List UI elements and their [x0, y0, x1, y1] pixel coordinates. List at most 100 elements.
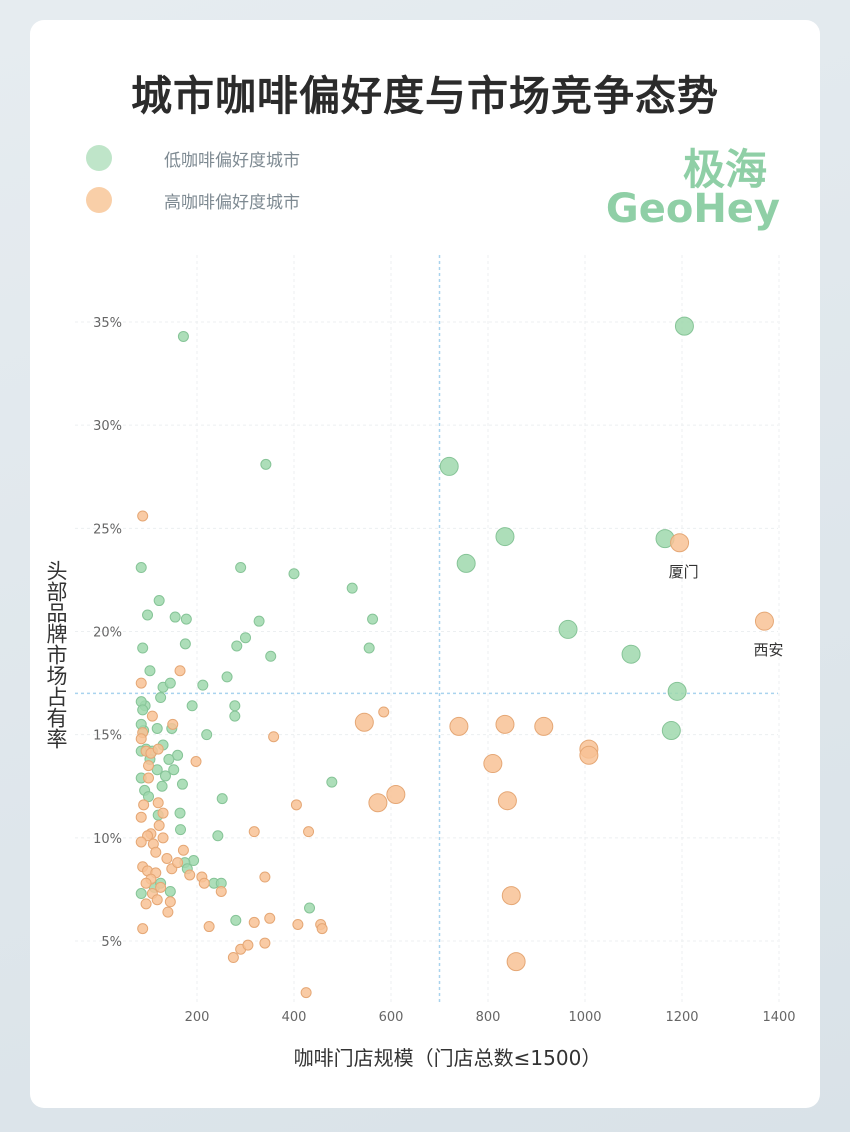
high-preference-point	[174, 665, 186, 677]
high-preference-point	[264, 912, 276, 924]
high-preference-point	[670, 533, 690, 553]
legend-item-low: 低咖啡偏好度城市	[86, 143, 300, 173]
low-preference-point	[164, 677, 176, 689]
high-preference-point	[198, 877, 210, 889]
low-preference-point	[186, 700, 198, 712]
low-preference-point	[253, 615, 265, 627]
high-preference-point	[135, 836, 147, 848]
high-preference-point	[138, 799, 150, 811]
low-preference-point	[661, 721, 681, 741]
high-preference-point	[167, 718, 179, 730]
brand-logo-cn: 极海	[682, 145, 767, 194]
y-tick-label: 10%	[93, 832, 122, 847]
x-tick-label: 200	[185, 1010, 210, 1025]
low-preference-point	[137, 704, 149, 716]
low-preference-point	[174, 807, 186, 819]
low-preference-point	[367, 613, 379, 625]
high-preference-point	[137, 923, 149, 935]
low-preference-point	[135, 888, 147, 900]
x-tick-label: 400	[282, 1010, 307, 1025]
high-preference-point	[150, 846, 162, 858]
low-preference-point	[240, 632, 251, 644]
x-tick-label: 600	[379, 1010, 404, 1025]
high-preference-point	[215, 885, 227, 897]
low-preference-point	[179, 638, 191, 650]
high-preference-point	[248, 826, 260, 838]
legend-label-high: 高咖啡偏好度城市	[164, 192, 300, 213]
low-preference-point	[172, 749, 184, 761]
high-preference-point	[227, 952, 239, 964]
high-preference-point	[378, 706, 390, 718]
low-preference-point	[667, 681, 687, 701]
low-preference-point	[326, 776, 338, 788]
high-preference-point	[135, 677, 147, 689]
low-preference-point	[177, 330, 189, 342]
x-tick-label: 1200	[665, 1010, 698, 1025]
y-tick-label: 15%	[93, 729, 122, 744]
high-preference-point	[203, 921, 215, 933]
low-preference-point	[304, 902, 316, 914]
high-preference-point	[449, 716, 469, 736]
high-preference-point	[151, 894, 163, 906]
high-preference-point	[506, 952, 526, 972]
low-preference-point	[135, 562, 147, 574]
low-preference-point	[621, 644, 641, 664]
high-preference-point	[242, 939, 254, 951]
high-preference-point	[143, 760, 154, 772]
low-preference-point	[155, 692, 167, 704]
x-tick-label: 1400	[762, 1010, 795, 1025]
high-preference-point	[316, 923, 328, 935]
low-preference-point	[265, 650, 277, 662]
high-preference-point	[300, 987, 312, 999]
low-preference-point	[558, 619, 578, 639]
high-preference-point	[135, 733, 147, 745]
low-preference-point	[159, 770, 171, 782]
y-tick-label: 20%	[93, 626, 122, 641]
high-preference-point	[146, 710, 158, 722]
low-preference-point	[142, 609, 154, 621]
high-preference-point	[161, 852, 173, 864]
low-preference-point	[229, 710, 241, 722]
low-preference-point	[151, 764, 163, 776]
high-preference-point	[172, 857, 184, 869]
high-preference-point	[164, 896, 176, 908]
brand-logo-en: GeoHey	[605, 186, 780, 232]
city-annotation: 厦门	[669, 563, 699, 581]
low-preference-point	[201, 729, 213, 741]
high-preference-point	[248, 916, 260, 928]
x-tick-label: 800	[476, 1010, 501, 1025]
low-preference-point	[674, 316, 694, 336]
high-preference-point	[162, 906, 174, 918]
low-preference-point	[156, 780, 168, 792]
y-tick-label: 5%	[101, 935, 122, 950]
high-preference-point	[268, 731, 280, 743]
high-preference-point	[386, 785, 406, 805]
low-preference-point	[144, 665, 156, 677]
low-preference-point	[137, 642, 149, 654]
high-preference-point	[368, 793, 388, 813]
high-preference-point	[534, 716, 554, 736]
y-axis-label: 头部品牌市场占有率	[44, 560, 68, 749]
y-tick-label: 35%	[93, 316, 122, 331]
low-preference-point	[230, 914, 242, 926]
high-preference-point	[501, 886, 521, 906]
high-preference-point	[152, 797, 164, 809]
low-preference-point	[456, 553, 476, 573]
high-preference-point	[140, 877, 152, 889]
low-preference-point	[151, 722, 163, 734]
high-preference-point	[483, 754, 503, 774]
high-preference-point	[140, 898, 152, 910]
x-axis-label: 咖啡门店规模（门店总数≤1500）	[293, 1046, 602, 1070]
low-preference-point	[221, 671, 233, 683]
y-tick-label: 30%	[93, 419, 122, 434]
low-preference-point	[168, 764, 180, 776]
high-preference-point	[292, 918, 304, 930]
legend-label-low: 低咖啡偏好度城市	[164, 150, 300, 171]
high-preference-point	[153, 819, 165, 831]
high-preference-point	[259, 937, 271, 949]
high-preference-point	[579, 745, 599, 765]
low-preference-point	[363, 642, 375, 654]
high-preference-point	[354, 712, 374, 732]
high-preference-point	[152, 743, 164, 755]
low-preference-point	[439, 456, 459, 476]
